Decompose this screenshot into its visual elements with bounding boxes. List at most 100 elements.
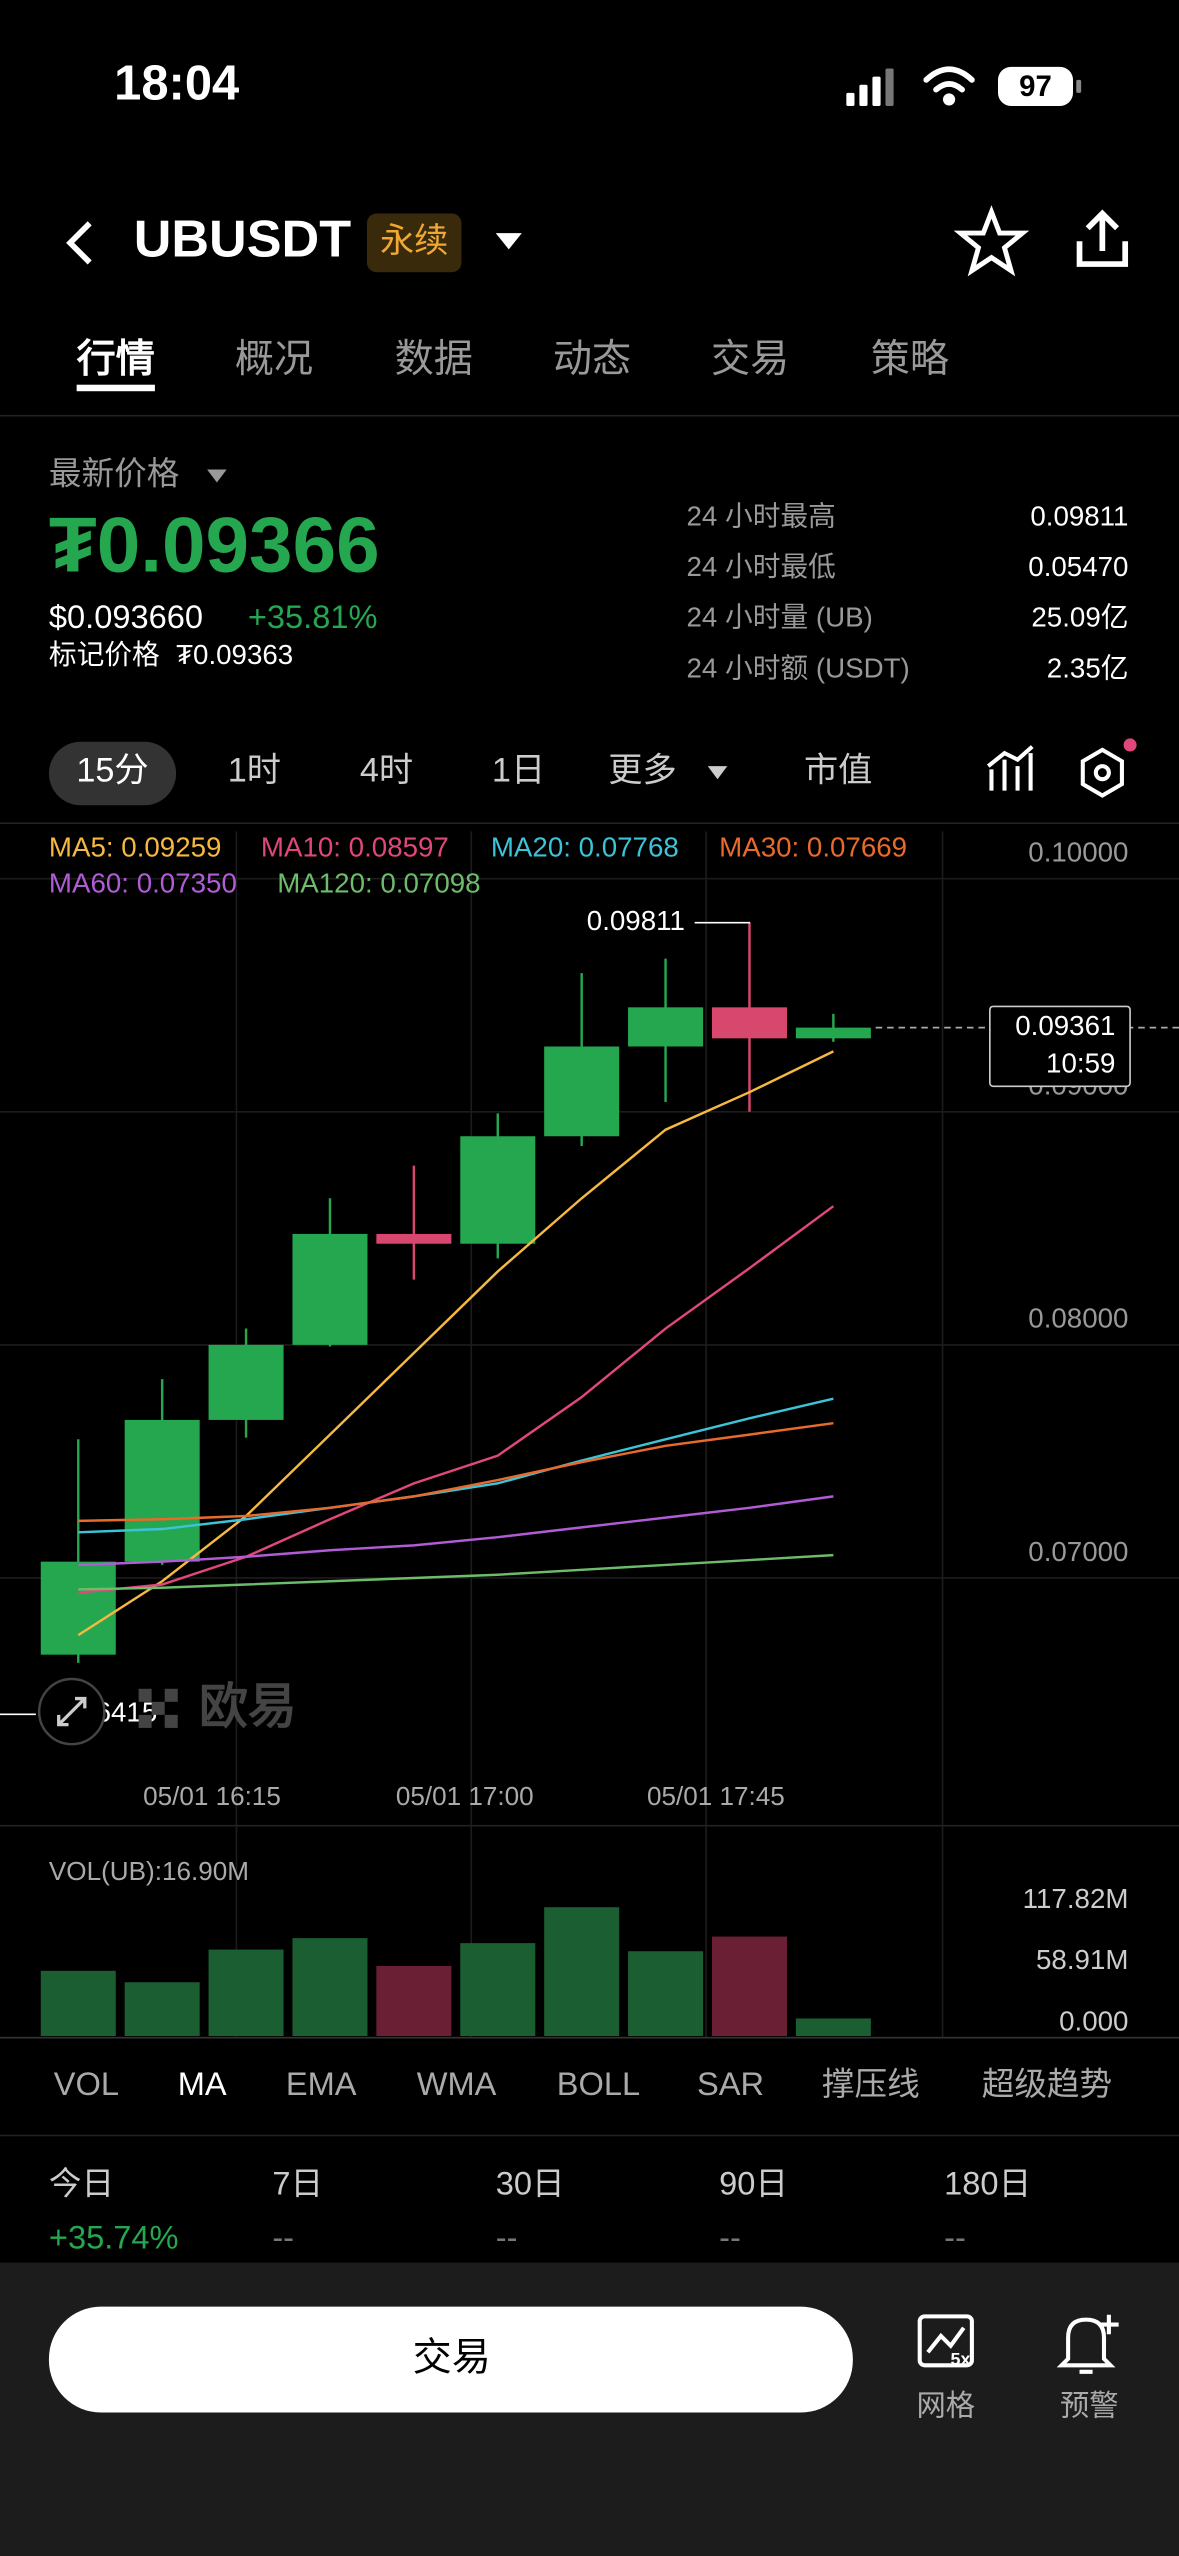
symbol-dropdown[interactable]: [495, 233, 522, 250]
interval-pill: [48, 741, 177, 806]
x-tick-label: 05/01 17:45: [647, 1781, 785, 1811]
volume-label: VOL(UB):16.90M: [49, 1856, 249, 1886]
grid-label: 网格: [916, 2389, 975, 2422]
interval[interactable]: 更多: [608, 752, 676, 790]
status-time: 18:04: [114, 56, 239, 110]
candle-body: [628, 1007, 704, 1047]
ma-line: [77, 1050, 834, 1637]
last-price: ₮0.09366: [49, 501, 380, 589]
watermark-logo: [138, 1688, 178, 1728]
share-button[interactable]: [1076, 209, 1129, 267]
volume-bar: [795, 2018, 871, 2036]
volume-tick-label: 0.000: [1059, 2005, 1128, 2036]
candle-body: [208, 1344, 284, 1420]
indicator-tab[interactable]: VOL: [54, 2065, 119, 2102]
indicator-tab[interactable]: SAR: [697, 2065, 764, 2102]
volume-bar: [208, 1949, 284, 2036]
mark-price: ₮0.09363: [176, 639, 293, 670]
volume-bar: [376, 1965, 452, 2036]
settings-dot: [1093, 764, 1111, 782]
indicator-tab[interactable]: MA: [178, 2065, 227, 2102]
trade-button[interactable]: [48, 2306, 853, 2413]
tab[interactable]: 数据: [395, 338, 473, 381]
grid-icon-line: [926, 2326, 966, 2354]
performance-value: --: [496, 2218, 518, 2255]
ma-line: [78, 1421, 834, 1523]
tab[interactable]: 概况: [235, 338, 313, 381]
grid-badge: 5x: [951, 2349, 971, 2369]
ma-legend: MA5: 0.09259: [49, 832, 222, 863]
y-tick-label: 0.08000: [1028, 1303, 1128, 1334]
stat-label: 24 小时最高: [687, 501, 836, 532]
indicator-tab[interactable]: EMA: [286, 2065, 357, 2102]
candle-body: [460, 1136, 536, 1244]
watermark: 欧易: [199, 1680, 297, 1734]
grid-icon[interactable]: [917, 2314, 974, 2368]
settings-button[interactable]: [1080, 747, 1124, 798]
price-dropdown[interactable]: [207, 469, 227, 483]
tab[interactable]: 动态: [553, 338, 631, 381]
indicator-tab[interactable]: 撑压线: [822, 2065, 920, 2102]
interval[interactable]: 4时: [360, 752, 413, 790]
volume-tick-label: 58.91M: [1036, 1944, 1128, 1975]
ma-legend: MA10: 0.08597: [261, 832, 449, 863]
ma-legend: MA120: 0.07098: [277, 867, 480, 898]
stat-value: 0.09811: [1030, 501, 1128, 532]
volume-tick-label: 117.82M: [1023, 1883, 1129, 1914]
y-tick-label: 0.07000: [1028, 1536, 1128, 1567]
y-tick-label: 0.10000: [1028, 837, 1128, 868]
back-button[interactable]: [66, 221, 92, 265]
alert-plus: [1099, 2314, 1119, 2335]
indicator-tab[interactable]: BOLL: [557, 2065, 640, 2102]
interval[interactable]: 15分: [76, 752, 148, 790]
interval[interactable]: 1日: [492, 752, 545, 790]
volume-bar: [711, 1936, 787, 2036]
stat-value: 0.05470: [1028, 551, 1128, 582]
performance-value: --: [272, 2218, 294, 2255]
candle-body: [40, 1561, 116, 1655]
stat-label: 24 小时最低: [687, 551, 836, 582]
chart-type-button[interactable]: [986, 745, 1034, 791]
candle-body: [376, 1233, 452, 1244]
indicator-tab[interactable]: WMA: [417, 2065, 497, 2102]
ma-legend: MA30: 0.07669: [719, 832, 907, 863]
performance-value: --: [944, 2218, 966, 2255]
interval[interactable]: 1时: [228, 752, 281, 790]
current-price-box: [989, 1005, 1131, 1088]
symbol[interactable]: UBUSDT: [134, 211, 351, 269]
notification-dot: [1123, 738, 1137, 752]
signal-icon: [846, 68, 894, 106]
x-tick-label: 05/01 17:00: [396, 1781, 534, 1811]
volume-bar: [460, 1943, 536, 2036]
ma-line: [78, 1397, 834, 1534]
alert-label: 预警: [1060, 2389, 1119, 2422]
performance-period: 7日: [272, 2165, 323, 2202]
price-label: 最新价格: [49, 455, 179, 492]
interval[interactable]: 市值: [804, 752, 872, 790]
contract-tag: 永续: [380, 222, 448, 260]
ma-line: [78, 1495, 834, 1567]
volume-bar: [292, 1938, 368, 2036]
battery-level: 97: [1019, 70, 1052, 103]
tag-bg: [366, 213, 462, 273]
ma-line: [78, 1205, 835, 1594]
favorite-button[interactable]: [953, 205, 1030, 277]
tab[interactable]: 策略: [871, 338, 949, 381]
indicator-tab[interactable]: 超级趋势: [982, 2065, 1112, 2102]
volume-bar: [544, 1907, 620, 2036]
ma-legend: MA20: 0.07768: [491, 832, 679, 863]
candle-body: [795, 1027, 871, 1039]
alert-icon[interactable]: [1056, 2317, 1116, 2374]
usd-price: $0.093660: [49, 598, 203, 635]
stat-value: 25.09亿: [1031, 602, 1128, 633]
performance-period: 90日: [719, 2165, 788, 2202]
tab[interactable]: 交易: [711, 338, 789, 381]
expand-icon: [57, 1696, 87, 1727]
performance-period: 30日: [496, 2165, 565, 2202]
tab[interactable]: 行情: [77, 338, 155, 381]
stat-label: 24 小时额 (USDT): [687, 652, 910, 683]
performance-value: +35.74%: [49, 2218, 179, 2255]
